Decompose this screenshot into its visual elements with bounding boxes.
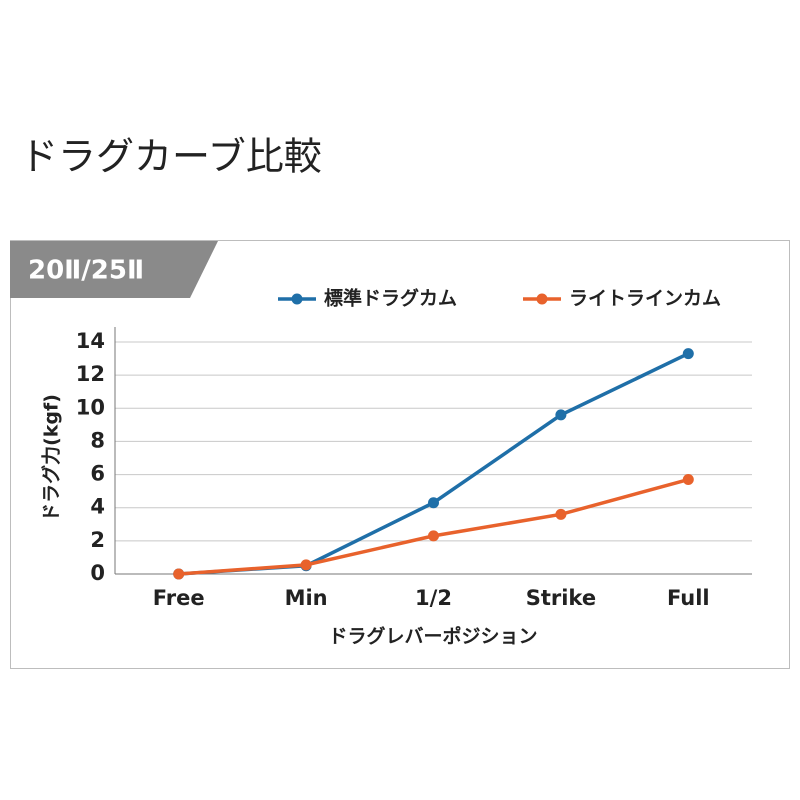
data-point xyxy=(428,530,439,542)
chart-frame xyxy=(10,240,790,669)
legend-label: 標準ドラグカム xyxy=(324,287,457,310)
x-tick-label: Full xyxy=(667,586,710,610)
tab-label: 20Ⅱ/25Ⅱ xyxy=(28,256,144,286)
y-tick-label: 14 xyxy=(76,329,105,353)
x-axis-label: ドラグレバーポジション xyxy=(328,625,537,648)
y-tick-label: 4 xyxy=(90,495,105,519)
series-line xyxy=(178,477,689,576)
data-point xyxy=(555,409,567,421)
y-tick-label: 12 xyxy=(76,362,105,386)
legend-label: ライトラインカム xyxy=(569,288,721,310)
y-tick-label: 6 xyxy=(90,462,105,486)
y-tick-label: 8 xyxy=(90,428,105,452)
data-point xyxy=(555,508,567,520)
data-point xyxy=(173,568,185,580)
chart-title: ドラグカーブ比較 xyxy=(20,135,322,179)
legend-marker xyxy=(536,293,548,305)
x-tick-label: Min xyxy=(285,586,328,610)
legend-marker xyxy=(291,293,303,305)
tab xyxy=(10,241,218,298)
y-tick-label: 10 xyxy=(76,395,105,419)
x-tick-label: 1/2 xyxy=(415,586,452,610)
y-axis-label: ドラグ力(kgf) xyxy=(40,394,63,522)
y-tick-label: 0 xyxy=(90,561,105,585)
data-point xyxy=(300,559,312,571)
data-point xyxy=(682,474,694,486)
x-tick-label: Strike xyxy=(526,586,596,610)
data-point xyxy=(682,348,694,360)
x-tick-label: Free xyxy=(153,586,205,610)
y-tick-label: 2 xyxy=(90,528,105,552)
data-point xyxy=(428,497,439,509)
